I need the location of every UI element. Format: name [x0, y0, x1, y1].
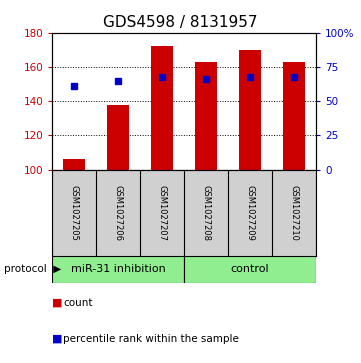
Text: GSM1027209: GSM1027209	[245, 185, 255, 241]
Text: GSM1027210: GSM1027210	[290, 185, 299, 241]
Text: protocol  ▶: protocol ▶	[4, 264, 61, 274]
Text: GSM1027206: GSM1027206	[114, 185, 123, 241]
Text: percentile rank within the sample: percentile rank within the sample	[63, 334, 239, 344]
Bar	[151, 46, 173, 170]
Text: ■: ■	[52, 298, 63, 308]
Text: GSM1027205: GSM1027205	[70, 185, 79, 241]
Bar	[52, 256, 184, 283]
Text: count: count	[63, 298, 93, 308]
Bar	[283, 62, 305, 170]
Bar	[195, 62, 217, 170]
Text: GSM1027207: GSM1027207	[158, 185, 167, 241]
Bar	[239, 50, 261, 170]
Text: miR-31 inhibition: miR-31 inhibition	[71, 264, 166, 274]
Text: GSM1027208: GSM1027208	[201, 185, 210, 241]
Bar	[184, 256, 316, 283]
Bar	[107, 105, 129, 170]
Text: control: control	[231, 264, 269, 274]
Bar	[63, 159, 85, 170]
Text: ■: ■	[52, 334, 63, 344]
Text: GDS4598 / 8131957: GDS4598 / 8131957	[103, 15, 258, 29]
